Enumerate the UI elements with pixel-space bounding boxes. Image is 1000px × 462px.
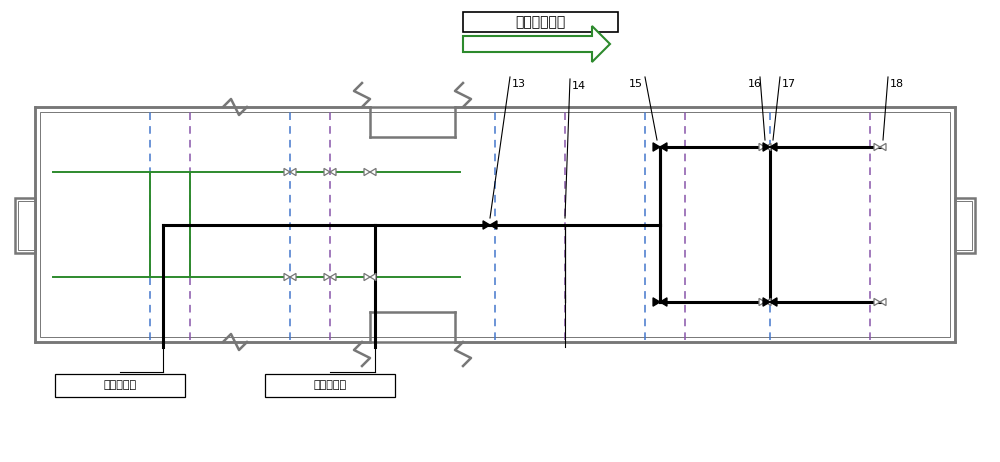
Text: 13: 13 xyxy=(512,79,526,89)
Polygon shape xyxy=(653,298,660,306)
Bar xyxy=(265,374,395,397)
Polygon shape xyxy=(660,143,667,151)
Polygon shape xyxy=(330,274,336,280)
Bar xyxy=(18,201,35,249)
Polygon shape xyxy=(463,26,610,62)
Text: 14: 14 xyxy=(572,81,586,91)
Polygon shape xyxy=(765,298,771,305)
Polygon shape xyxy=(765,143,771,151)
Text: 16: 16 xyxy=(748,79,762,89)
Polygon shape xyxy=(880,143,886,151)
Polygon shape xyxy=(284,274,290,280)
Text: 通干保护气: 通干保护气 xyxy=(103,381,137,390)
Polygon shape xyxy=(770,298,777,306)
Text: 15: 15 xyxy=(629,79,643,89)
Polygon shape xyxy=(324,274,330,280)
Polygon shape xyxy=(653,143,660,151)
Polygon shape xyxy=(330,169,336,176)
Text: 钢带运行方向: 钢带运行方向 xyxy=(515,15,566,29)
Polygon shape xyxy=(483,221,490,229)
Polygon shape xyxy=(759,298,765,305)
Polygon shape xyxy=(370,169,376,176)
Bar xyxy=(40,112,950,337)
Bar xyxy=(55,374,185,397)
Polygon shape xyxy=(284,169,290,176)
Bar xyxy=(35,107,955,342)
Polygon shape xyxy=(370,274,376,280)
Polygon shape xyxy=(874,143,880,151)
Bar xyxy=(15,197,35,253)
Text: 通湿保护气: 通湿保护气 xyxy=(313,381,347,390)
Polygon shape xyxy=(763,298,770,306)
Polygon shape xyxy=(660,298,667,306)
Polygon shape xyxy=(490,221,497,229)
Polygon shape xyxy=(770,143,777,151)
Polygon shape xyxy=(290,274,296,280)
Polygon shape xyxy=(759,143,765,151)
Text: 18: 18 xyxy=(890,79,904,89)
Polygon shape xyxy=(290,169,296,176)
Polygon shape xyxy=(880,298,886,305)
Polygon shape xyxy=(364,274,370,280)
Bar xyxy=(955,197,975,253)
Bar xyxy=(955,201,972,249)
Bar xyxy=(463,12,618,32)
Polygon shape xyxy=(763,143,770,151)
Text: 17: 17 xyxy=(782,79,796,89)
Polygon shape xyxy=(364,169,370,176)
Polygon shape xyxy=(874,298,880,305)
Polygon shape xyxy=(324,169,330,176)
